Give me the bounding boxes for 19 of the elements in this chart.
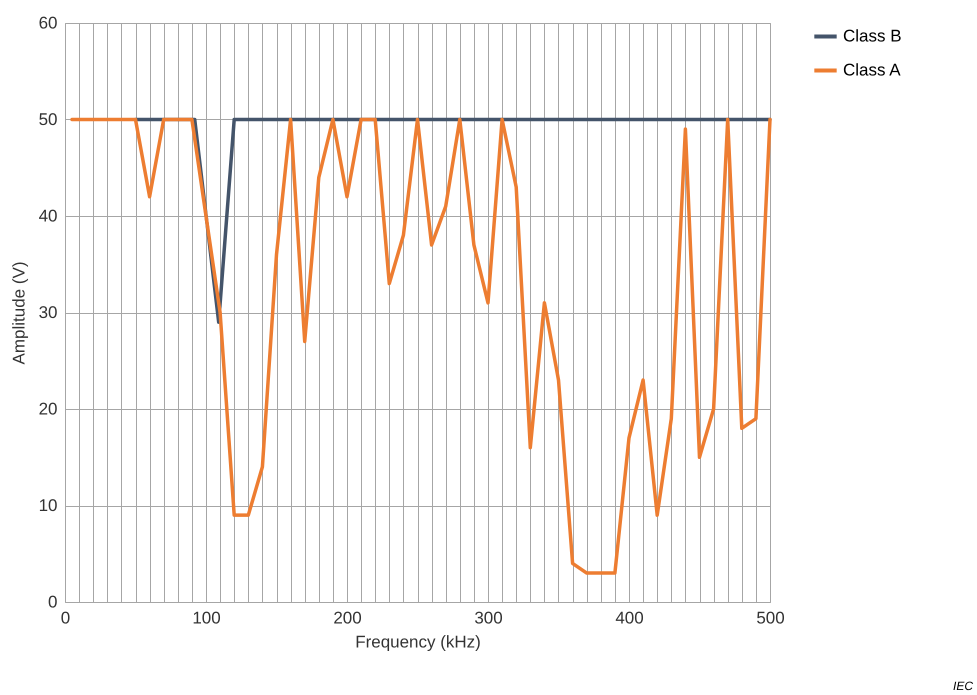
y-tick-label: 20 <box>38 400 58 418</box>
x-tick-label: 300 <box>474 608 503 628</box>
legend-label: Class A <box>843 60 902 80</box>
legend-label: Class B <box>843 26 902 46</box>
y-tick-label: 0 <box>48 592 58 612</box>
y-tick-label: 50 <box>38 110 58 129</box>
y-tick-label: 30 <box>38 303 58 322</box>
y-tick-label: 60 <box>38 14 58 32</box>
y-axis-title: Amplitude (V) <box>10 262 29 364</box>
x-tick-label: 200 <box>333 608 362 628</box>
x-tick-label: 500 <box>756 608 785 628</box>
x-axis-title: Frequency (kHz) <box>355 632 481 652</box>
line-series <box>70 118 772 575</box>
text: IEC <box>952 679 973 693</box>
x-tick-label: 0 <box>60 608 70 628</box>
x-tick-label: 100 <box>192 608 221 628</box>
x-tick-label: 400 <box>615 608 644 628</box>
y-tick-label: 40 <box>38 206 58 226</box>
y-tick-label: 10 <box>38 496 58 515</box>
